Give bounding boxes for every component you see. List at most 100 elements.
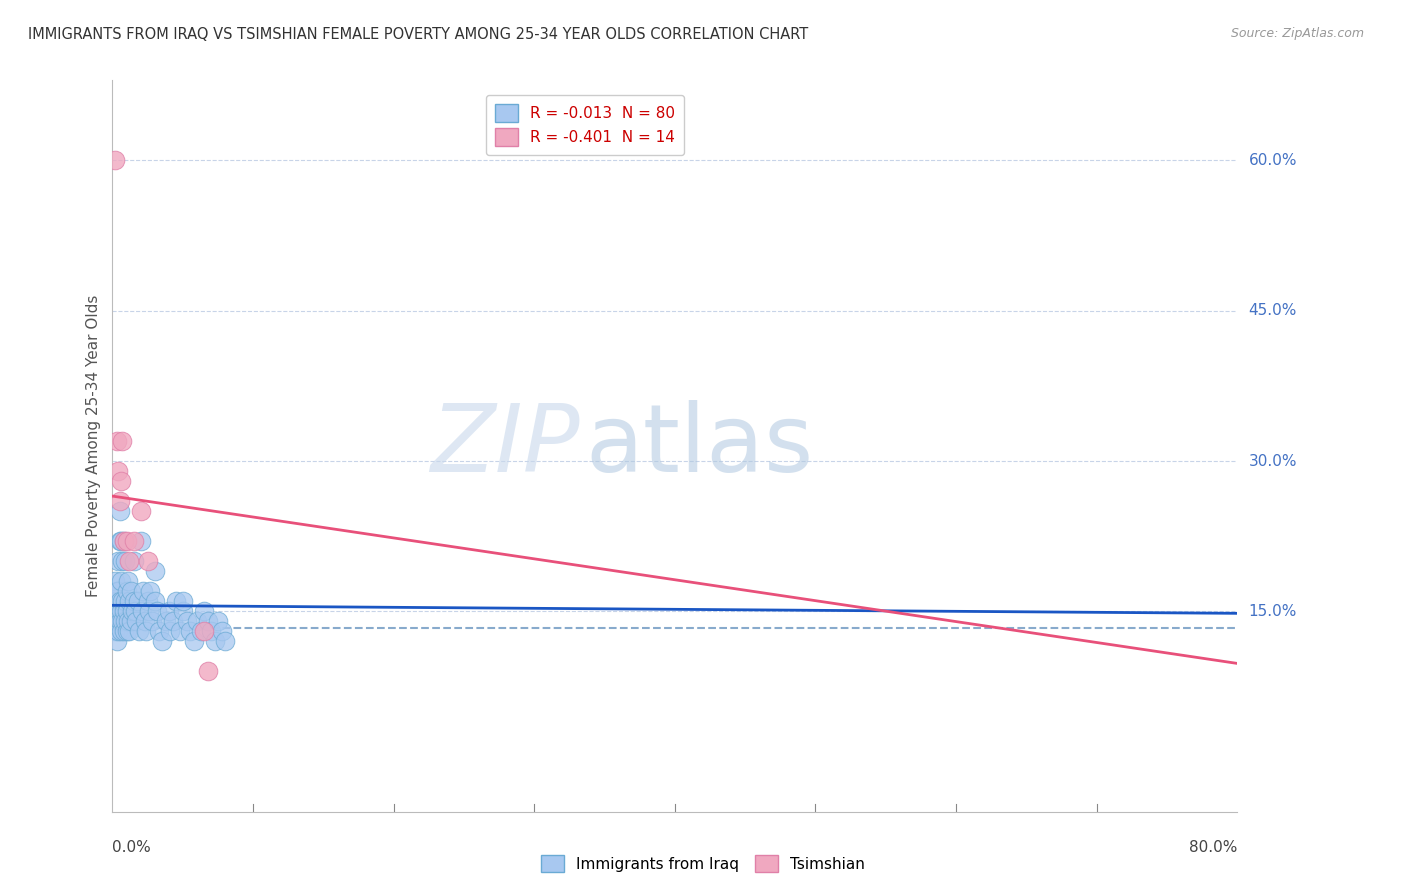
Point [207,615,229,629]
Point [131,604,153,618]
Point [107,624,129,639]
Point [134,615,156,629]
Point [179,624,201,639]
Point [112,604,135,618]
Point [112,534,135,549]
Point [104,604,127,618]
Legend: R = -0.013  N = 80, R = -0.401  N = 14: R = -0.013 N = 80, R = -0.401 N = 14 [485,95,685,155]
Text: atlas: atlas [585,400,813,492]
Point [118,624,141,639]
Point [115,584,138,599]
Point [120,584,142,599]
Text: 0.0%: 0.0% [112,839,152,855]
Point [159,624,181,639]
Point [169,624,191,639]
Point [128,624,150,639]
Point [139,584,162,599]
Point [110,624,132,639]
Point [129,534,152,549]
Point [107,464,129,478]
Point [114,554,136,568]
Point [112,624,135,639]
Point [136,594,159,608]
Point [143,564,166,578]
Point [103,594,125,608]
Point [107,554,129,568]
Point [110,474,132,488]
Point [105,584,128,599]
Point [115,624,138,639]
Point [121,604,143,618]
Point [110,534,132,549]
Legend: Immigrants from Iraq, Tsimshian: Immigrants from Iraq, Tsimshian [534,847,872,880]
Point [125,615,148,629]
Point [104,624,127,639]
Point [157,604,180,618]
Point [122,534,145,549]
Point [115,534,138,549]
Point [190,624,212,639]
Point [111,594,134,608]
Point [214,634,236,648]
Text: 80.0%: 80.0% [1189,839,1237,855]
Point [165,594,187,608]
Y-axis label: Female Poverty Among 25-34 Year Olds: Female Poverty Among 25-34 Year Olds [86,295,101,597]
Text: IMMIGRANTS FROM IRAQ VS TSIMSHIAN FEMALE POVERTY AMONG 25-34 YEAR OLDS CORRELATI: IMMIGRANTS FROM IRAQ VS TSIMSHIAN FEMALE… [28,27,808,42]
Point [148,624,170,639]
Point [117,574,139,589]
Point [108,534,131,549]
Text: 45.0%: 45.0% [1249,303,1296,318]
Point [111,434,134,448]
Point [135,624,157,639]
Point [115,604,138,618]
Point [105,615,128,629]
Point [172,594,194,608]
Point [162,615,184,629]
Text: 60.0%: 60.0% [1249,153,1296,168]
Point [124,604,146,618]
Point [103,615,125,629]
Point [186,615,208,629]
Point [104,574,127,589]
Point [111,615,134,629]
Text: 30.0%: 30.0% [1249,453,1296,468]
Point [211,624,233,639]
Point [197,665,219,679]
Point [105,594,128,608]
Point [114,615,136,629]
Point [118,594,141,608]
Point [111,554,134,568]
Point [110,574,132,589]
Point [136,554,159,568]
Point [155,615,177,629]
Point [132,584,155,599]
Point [104,153,127,168]
Point [193,604,215,618]
Point [141,615,163,629]
Point [108,615,131,629]
Point [143,594,166,608]
Point [117,615,139,629]
Point [107,584,129,599]
Point [200,624,222,639]
Point [120,615,142,629]
Point [108,494,131,508]
Point [193,624,215,639]
Point [204,634,226,648]
Point [127,594,149,608]
Point [112,534,135,549]
Point [197,615,219,629]
Point [183,634,205,648]
Point [138,604,160,618]
Point [105,434,128,448]
Point [114,594,136,608]
Point [150,634,173,648]
Point [110,604,132,618]
Point [108,504,131,518]
Point [146,604,169,618]
Point [107,604,129,618]
Text: Source: ZipAtlas.com: Source: ZipAtlas.com [1230,27,1364,40]
Text: 15.0%: 15.0% [1249,604,1296,619]
Point [172,604,194,618]
Point [176,615,198,629]
